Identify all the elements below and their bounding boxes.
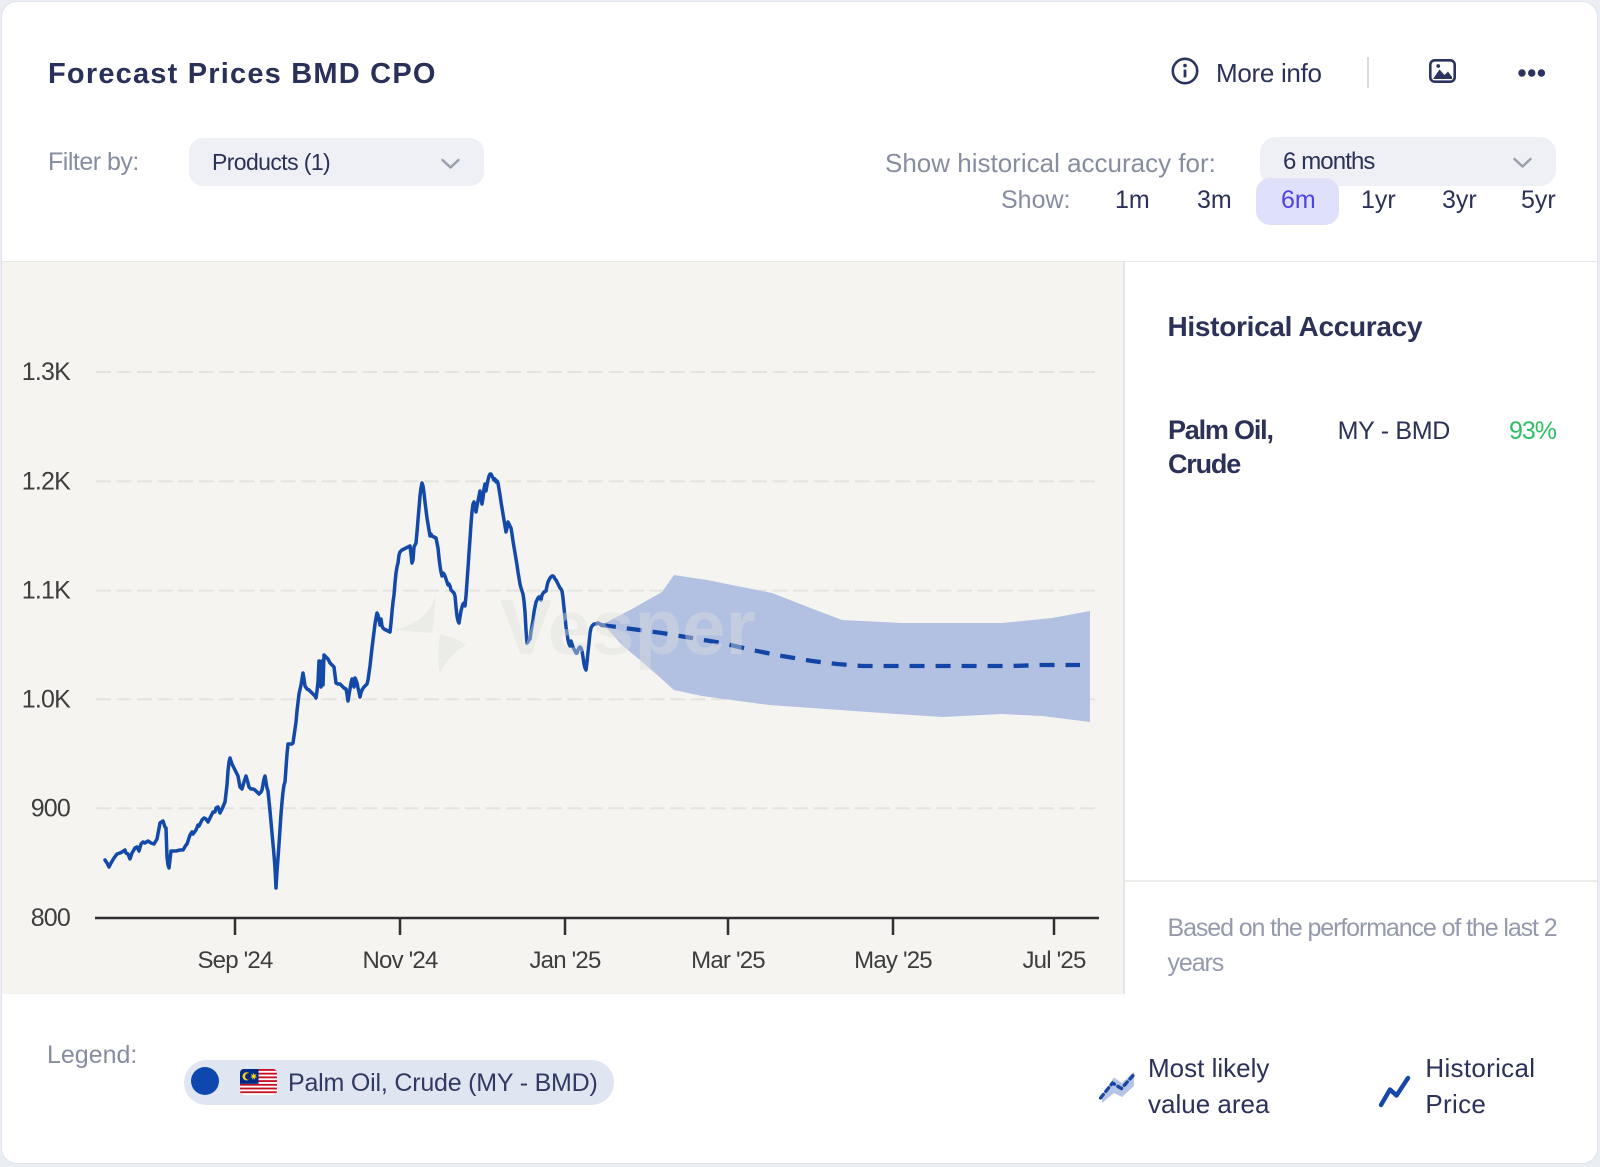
svg-text:1.0K: 1.0K — [22, 685, 71, 713]
svg-text:Nov '24: Nov '24 — [362, 947, 437, 974]
svg-text:May '25: May '25 — [854, 947, 932, 974]
svg-text:1.1K: 1.1K — [22, 577, 71, 605]
svg-text:900: 900 — [31, 794, 70, 822]
svg-text:Jan '25: Jan '25 — [529, 947, 600, 974]
svg-text:Mar '25: Mar '25 — [691, 947, 765, 974]
svg-text:800: 800 — [31, 904, 70, 932]
svg-text:1.3K: 1.3K — [22, 358, 71, 386]
svg-text:Jul '25: Jul '25 — [1022, 947, 1085, 974]
svg-text:1.2K: 1.2K — [22, 467, 71, 495]
svg-text:Vesper: Vesper — [500, 583, 756, 671]
svg-text:Sep '24: Sep '24 — [197, 947, 273, 974]
